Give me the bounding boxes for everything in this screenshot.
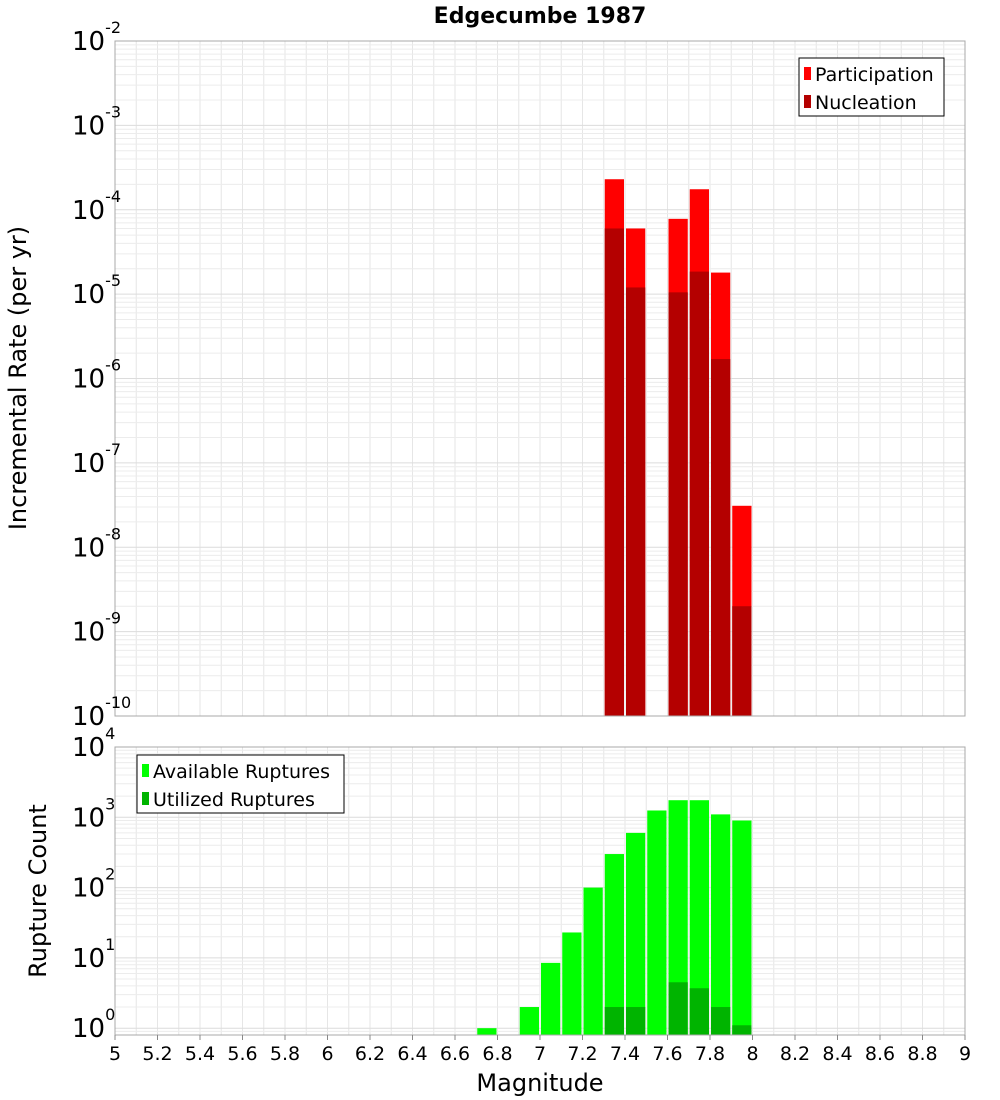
bar-available-ruptures [647,810,667,1035]
legend-entry: Nucleation [815,92,917,114]
legend: Available Ruptures Utilized Ruptures [136,754,345,814]
bar-available-ruptures [519,1007,539,1035]
legend-swatch [142,792,149,805]
x-tick-label: 5 [109,1043,121,1065]
y-tick-label: 10-3 [72,102,121,141]
series-utilized-ruptures [604,982,752,1035]
x-tick-label: 6.8 [482,1043,512,1065]
y-tick-label: 10-10 [72,693,131,732]
y-tick-label: 10-6 [72,356,121,395]
y-tick-label: 10-4 [72,187,121,226]
bar-nucleation [604,228,624,716]
bar-utilized-ruptures [626,1007,646,1035]
bar-utilized-ruptures [604,1007,624,1035]
participation-nucleation-plot: 10-10 10-9 10-8 10-7 10-6 10-5 10-4 10-3 10-2 Par… [72,18,966,732]
rupture-count-plot: 100 101 102 103 104 Available Ruptures Utilize… [72,724,966,1044]
y-tick-label: 100 [72,1005,115,1044]
x-tick-label: 6.6 [440,1043,470,1065]
x-tick-label: 7.8 [695,1043,725,1065]
bar-available-ruptures [604,854,624,1035]
y-tick-label: 10-9 [72,609,121,648]
x-tick-label: 7.6 [652,1043,682,1065]
x-tick-label: 8 [746,1043,758,1065]
legend-box [798,57,945,117]
x-tick-label: 8.4 [822,1043,852,1065]
y-tick-label: 10-2 [72,18,121,57]
x-tick-label: 6.2 [355,1043,385,1065]
y-tick-label: 10-7 [72,440,121,479]
bar-available-ruptures [541,962,561,1035]
x-tick-label: 7.2 [567,1043,597,1065]
bar-nucleation [689,271,709,716]
legend-swatch [142,764,149,777]
x-axis-label: Magnitude [476,1069,603,1097]
bar-available-ruptures [477,1028,497,1035]
x-tick-label: 5.2 [142,1043,172,1065]
bar-available-ruptures [711,814,731,1035]
bar-nucleation [668,292,688,716]
x-tick-label: 6.4 [397,1043,427,1065]
bar-available-ruptures [732,820,752,1035]
bar-utilized-ruptures [668,982,688,1035]
x-tick-labels: 5 5.2 5.4 5.6 5.8 6 6.2 6.4 6.6 6.8 7 7.2 7.4 7.6 7.8 8… [109,1035,971,1065]
bars [477,800,752,1035]
bar-available-ruptures [562,932,582,1035]
bar-available-ruptures [583,887,603,1035]
bar-nucleation [732,606,752,716]
bar-utilized-ruptures [689,988,709,1035]
y-tick-label: 102 [72,865,115,904]
y-axis-label-count: Rupture Count [24,804,52,978]
legend-swatch [804,67,811,80]
chart-title: Edgecumbe 1987 [434,4,647,29]
x-tick-label: 5.4 [185,1043,215,1065]
plot-frame [114,40,966,717]
legend-entry: Utilized Ruptures [153,789,315,811]
y-tick-labels: 10-10 10-9 10-8 10-7 10-6 10-5 10-4 10-3 10-2 [72,18,131,732]
bar-available-ruptures [626,832,646,1035]
legend-box [136,754,345,814]
x-tick-label: 5.8 [270,1043,300,1065]
bar-nucleation [626,287,646,716]
y-tick-label: 10-5 [72,271,121,310]
legend-swatch [804,95,811,108]
bar-utilized-ruptures [711,1007,731,1035]
y-axis-label-rate: Incremental Rate (per yr) [4,226,32,530]
grid-lines [114,746,966,1036]
x-tick-label: 5.6 [227,1043,257,1065]
series-available-ruptures [477,800,752,1035]
series-nucleation [604,228,752,716]
x-tick-label: 8.6 [865,1043,895,1065]
legend-entry: Available Ruptures [153,761,330,783]
bar-available-ruptures [668,800,688,1035]
x-tick-label: 6 [321,1043,333,1065]
y-tick-label: 10-8 [72,524,121,563]
bar-available-ruptures [689,800,709,1035]
bar-utilized-ruptures [732,1025,752,1035]
x-tick-label: 7 [534,1043,546,1065]
y-tick-label: 101 [72,935,115,974]
x-tick-label: 8.2 [780,1043,810,1065]
y-tick-label: 104 [72,724,115,763]
x-tick-label: 7.4 [610,1043,640,1065]
grid-lines [114,40,966,717]
x-tick-label: 8.8 [907,1043,937,1065]
legend: Participation Nucleation [798,57,945,117]
y-tick-labels: 100 101 102 103 104 [72,724,115,1044]
x-tick-label: 9 [959,1043,971,1065]
legend-entry: Participation [815,64,934,86]
bars [604,179,752,717]
y-tick-label: 103 [72,794,115,833]
bar-nucleation [711,359,731,716]
